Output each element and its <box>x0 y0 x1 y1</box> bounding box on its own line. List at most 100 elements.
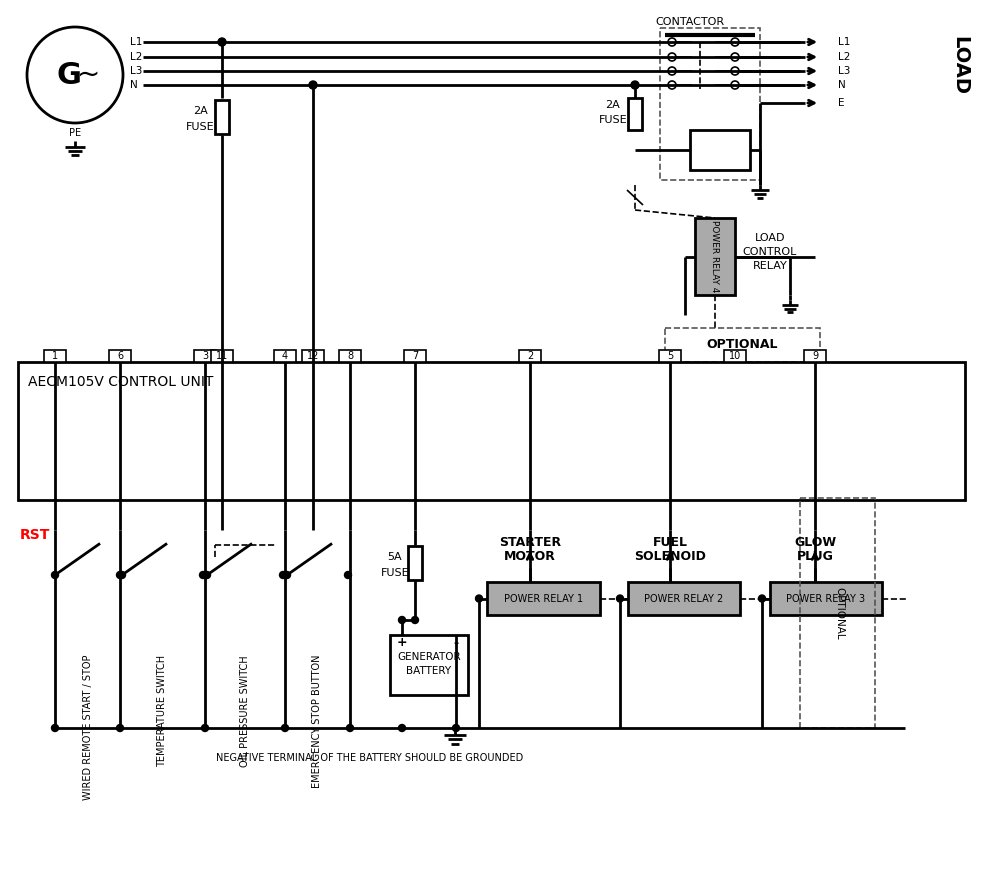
Bar <box>211 350 233 362</box>
Circle shape <box>309 81 317 89</box>
Bar <box>665 328 819 362</box>
Text: N: N <box>130 80 138 90</box>
Text: LOAD: LOAD <box>754 233 785 243</box>
Text: E: E <box>837 98 844 108</box>
Text: L3: L3 <box>837 66 850 76</box>
Text: 12: 12 <box>307 351 318 361</box>
Text: POWER RELAY 1: POWER RELAY 1 <box>504 594 583 604</box>
Circle shape <box>452 724 459 731</box>
Circle shape <box>731 67 739 75</box>
Text: 2: 2 <box>527 351 532 361</box>
Text: STARTER: STARTER <box>499 536 560 549</box>
Circle shape <box>116 724 123 731</box>
Bar <box>800 498 875 728</box>
Bar <box>18 362 964 500</box>
Circle shape <box>668 53 675 61</box>
Circle shape <box>118 571 125 578</box>
Text: PE: PE <box>69 128 81 138</box>
Bar <box>215 100 229 133</box>
Circle shape <box>668 81 675 89</box>
Text: G: G <box>56 60 82 89</box>
Bar <box>519 350 540 362</box>
Text: LOAD: LOAD <box>950 36 968 95</box>
Circle shape <box>279 571 286 578</box>
Text: OPTIONAL: OPTIONAL <box>833 587 844 639</box>
Text: +: + <box>396 637 407 649</box>
Bar <box>302 350 323 362</box>
Text: L3: L3 <box>130 66 142 76</box>
Circle shape <box>199 571 206 578</box>
Text: 5A: 5A <box>387 553 402 562</box>
Text: 9: 9 <box>811 351 817 361</box>
Text: 2A: 2A <box>605 100 620 110</box>
Bar <box>108 350 131 362</box>
Circle shape <box>630 81 638 89</box>
Bar <box>403 350 426 362</box>
Text: SOLENOID: SOLENOID <box>633 550 705 563</box>
Text: 10: 10 <box>728 351 740 361</box>
Text: MOTOR: MOTOR <box>504 550 555 563</box>
Circle shape <box>51 571 58 578</box>
Text: L1: L1 <box>837 37 850 47</box>
Text: GLOW: GLOW <box>793 536 835 549</box>
Text: FUSE: FUSE <box>185 122 214 131</box>
Bar <box>660 28 759 180</box>
Text: NEGATIVE TERMINAL OF THE BATTERY SHOULD BE GROUNDED: NEGATIVE TERMINAL OF THE BATTERY SHOULD … <box>216 753 524 763</box>
Text: 2A: 2A <box>192 107 207 117</box>
Bar <box>194 350 216 362</box>
Text: WIRED REMOTE START / STOP: WIRED REMOTE START / STOP <box>83 655 93 801</box>
Text: 4: 4 <box>282 351 288 361</box>
Text: PLUG: PLUG <box>796 550 832 563</box>
Circle shape <box>398 724 405 731</box>
Text: -: - <box>453 637 458 649</box>
Text: L2: L2 <box>130 52 142 62</box>
Bar <box>627 582 740 615</box>
Bar <box>804 350 825 362</box>
Circle shape <box>27 27 123 123</box>
Bar <box>44 350 66 362</box>
Circle shape <box>203 571 210 578</box>
Bar <box>338 350 361 362</box>
Text: L1: L1 <box>130 37 142 47</box>
Circle shape <box>616 595 623 602</box>
Bar <box>659 350 680 362</box>
Circle shape <box>283 571 290 578</box>
Circle shape <box>668 38 675 46</box>
Bar <box>407 546 422 580</box>
Circle shape <box>346 724 353 731</box>
Text: FUEL: FUEL <box>652 536 687 549</box>
Text: 8: 8 <box>347 351 353 361</box>
Text: OPTIONAL: OPTIONAL <box>706 338 778 351</box>
Text: ~: ~ <box>77 61 101 89</box>
Text: 11: 11 <box>216 351 228 361</box>
Circle shape <box>201 724 208 731</box>
Circle shape <box>281 724 288 731</box>
Text: TEMPERATURE SWITCH: TEMPERATURE SWITCH <box>158 655 168 767</box>
Text: POWER RELAY 4: POWER RELAY 4 <box>710 220 719 293</box>
Bar <box>486 582 599 615</box>
Circle shape <box>116 571 123 578</box>
Circle shape <box>731 53 739 61</box>
Bar <box>724 350 745 362</box>
Circle shape <box>475 595 482 602</box>
Text: GENERATOR: GENERATOR <box>396 652 460 662</box>
Circle shape <box>398 617 405 624</box>
Text: 5: 5 <box>667 351 672 361</box>
Bar <box>689 130 749 170</box>
Text: 3: 3 <box>202 351 208 361</box>
Circle shape <box>731 38 739 46</box>
Bar <box>274 350 296 362</box>
Circle shape <box>757 595 765 602</box>
Text: CONTACTOR: CONTACTOR <box>655 17 724 27</box>
Bar <box>389 635 467 695</box>
Text: POWER RELAY 3: POWER RELAY 3 <box>786 594 865 604</box>
Bar <box>627 98 641 130</box>
Text: 6: 6 <box>116 351 123 361</box>
Text: 1: 1 <box>52 351 58 361</box>
Text: BATTERY: BATTERY <box>406 666 452 676</box>
Circle shape <box>668 67 675 75</box>
Circle shape <box>218 38 226 46</box>
Text: 7: 7 <box>411 351 418 361</box>
Bar <box>694 218 735 295</box>
Text: RELAY: RELAY <box>752 261 787 271</box>
